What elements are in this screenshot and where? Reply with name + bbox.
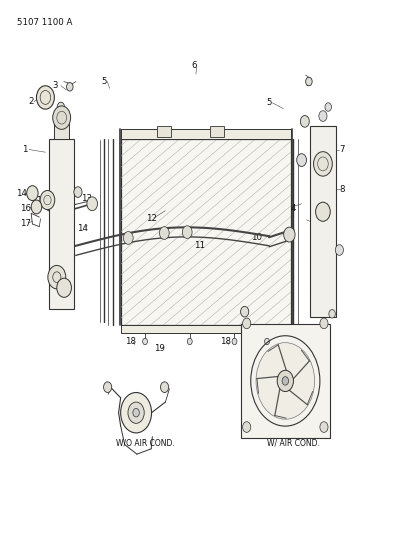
Text: 12: 12 <box>146 214 157 223</box>
Text: 14: 14 <box>16 189 27 198</box>
Circle shape <box>232 338 237 345</box>
Text: 18: 18 <box>220 337 231 346</box>
Circle shape <box>27 185 38 200</box>
Circle shape <box>160 382 169 392</box>
Circle shape <box>182 226 192 238</box>
Text: 4: 4 <box>57 102 62 111</box>
Circle shape <box>128 402 144 423</box>
Circle shape <box>335 245 344 255</box>
Circle shape <box>87 197 98 211</box>
Text: 14: 14 <box>77 224 88 233</box>
Text: 3: 3 <box>53 81 58 90</box>
Bar <box>157 126 171 138</box>
Text: 19: 19 <box>154 344 165 353</box>
Bar <box>121 325 291 333</box>
Text: 5107 1100 A: 5107 1100 A <box>17 18 72 27</box>
Circle shape <box>123 231 133 244</box>
Circle shape <box>320 318 328 329</box>
Text: 11: 11 <box>195 241 206 250</box>
Bar <box>121 130 291 139</box>
Circle shape <box>243 318 251 329</box>
Text: 5: 5 <box>266 98 272 107</box>
Circle shape <box>241 306 249 317</box>
Circle shape <box>57 102 64 112</box>
Circle shape <box>316 202 330 221</box>
Circle shape <box>104 382 112 392</box>
Text: 13: 13 <box>81 194 91 203</box>
Circle shape <box>277 370 293 392</box>
Text: 6: 6 <box>191 61 197 70</box>
Circle shape <box>325 103 331 111</box>
Bar <box>210 126 224 138</box>
Circle shape <box>187 338 192 345</box>
Circle shape <box>74 187 82 197</box>
Circle shape <box>297 154 306 166</box>
Bar <box>241 324 330 438</box>
Circle shape <box>160 227 169 239</box>
Text: 1: 1 <box>22 145 28 154</box>
Bar <box>54 124 69 139</box>
Text: 15: 15 <box>36 196 47 205</box>
Circle shape <box>314 152 332 176</box>
Circle shape <box>57 278 71 297</box>
Circle shape <box>256 343 315 419</box>
Circle shape <box>306 77 312 86</box>
Text: 9: 9 <box>309 218 315 227</box>
Circle shape <box>300 116 309 127</box>
Text: 5: 5 <box>102 77 107 86</box>
Circle shape <box>329 310 335 318</box>
Text: 18: 18 <box>125 337 136 346</box>
Circle shape <box>243 422 251 432</box>
Circle shape <box>320 422 328 432</box>
Text: 2: 2 <box>29 97 34 106</box>
Bar <box>310 126 336 317</box>
Text: 8: 8 <box>339 185 345 194</box>
Text: 4: 4 <box>291 204 296 213</box>
Circle shape <box>264 338 269 345</box>
Circle shape <box>36 86 54 109</box>
Text: 10: 10 <box>251 233 262 242</box>
Circle shape <box>48 265 66 289</box>
Text: 16: 16 <box>20 204 31 213</box>
Circle shape <box>121 392 151 433</box>
Circle shape <box>282 377 288 385</box>
Circle shape <box>31 200 42 214</box>
Circle shape <box>319 111 327 122</box>
Bar <box>49 139 74 309</box>
Text: 17: 17 <box>20 220 31 229</box>
Text: 19: 19 <box>304 347 315 356</box>
Circle shape <box>40 190 55 209</box>
Text: 7: 7 <box>339 145 345 154</box>
Bar <box>121 139 291 325</box>
Circle shape <box>284 227 295 242</box>
Bar <box>121 139 291 325</box>
Text: 4: 4 <box>303 116 308 125</box>
Circle shape <box>67 83 73 91</box>
Circle shape <box>53 106 71 130</box>
Text: W/ AIR COND.: W/ AIR COND. <box>267 439 320 448</box>
Text: W/O AIR COND.: W/O AIR COND. <box>115 439 174 448</box>
Text: 3: 3 <box>305 78 310 87</box>
Circle shape <box>133 408 140 417</box>
Circle shape <box>143 338 147 345</box>
